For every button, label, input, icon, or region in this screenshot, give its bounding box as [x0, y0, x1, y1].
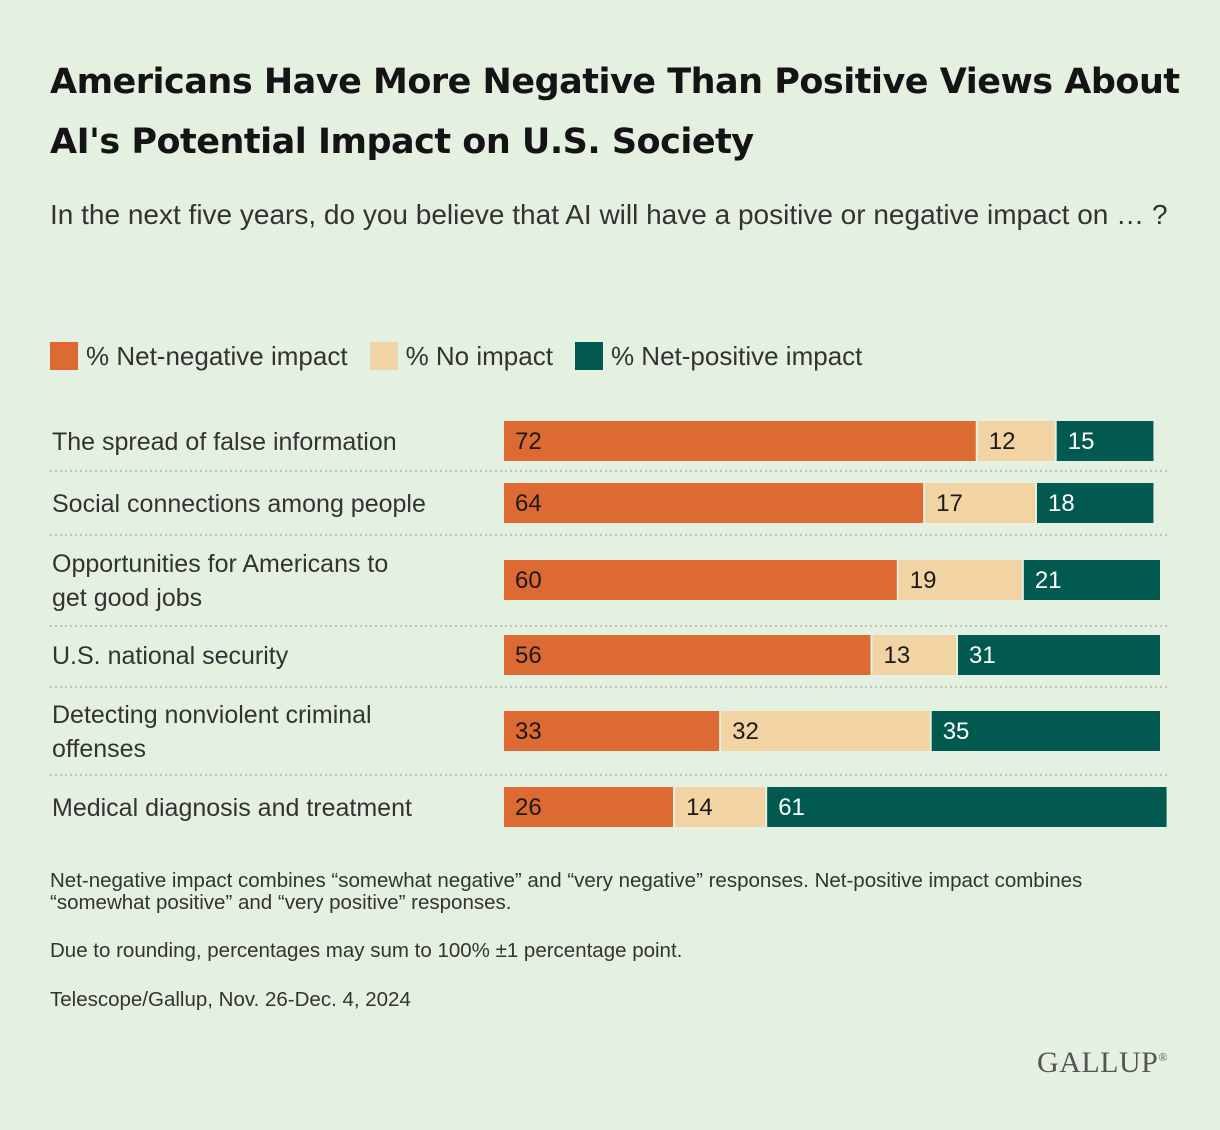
- category-label: Opportunities for Americans to get good j…: [52, 550, 388, 612]
- bar-value-label: 56: [515, 642, 542, 669]
- category-label: Medical diagnosis and treatment: [52, 794, 412, 822]
- bar-segment: [504, 560, 897, 600]
- bar-segment: [925, 483, 1035, 523]
- footnote-source: Telescope/Gallup, Nov. 26-Dec. 4, 2024: [50, 988, 411, 1011]
- bar-segment: [958, 635, 1160, 675]
- bar-segment: [898, 560, 1022, 600]
- category-label-line: get good jobs: [52, 584, 202, 612]
- bar-value-label: 14: [686, 794, 713, 821]
- bar-segment: [721, 711, 930, 751]
- bar-segment: [767, 787, 1167, 827]
- bar-segment: [1056, 421, 1154, 461]
- bar-value-label: 64: [515, 490, 542, 517]
- legend-item-net-negative: % Net-negative impact: [50, 341, 348, 372]
- bar-value-label: 18: [1048, 490, 1075, 517]
- legend-swatch-no-impact: [369, 342, 398, 370]
- category-label-line: Medical diagnosis and treatment: [52, 794, 412, 822]
- category-label: Detecting nonviolent criminal offenses: [52, 701, 372, 763]
- bar-value-label: 72: [515, 428, 542, 455]
- legend-item-no-impact: % No impact: [369, 340, 553, 372]
- brand-name: GALLUP: [1037, 1046, 1159, 1079]
- bar-segment: [504, 635, 871, 675]
- category-label: U.S. national security: [52, 642, 289, 670]
- bar-segment: [504, 711, 720, 751]
- bar-value-label: 26: [515, 794, 542, 821]
- bar-value-label: 13: [883, 642, 910, 669]
- footnote-rounding: Due to rounding, percentages may sum to …: [50, 939, 683, 962]
- footnote-definitions: Net-negative impact combines “somewhat n…: [50, 869, 1083, 914]
- legend-swatch-net-positive: [574, 342, 603, 370]
- bar-value-label: 33: [515, 718, 542, 745]
- gallup-logo: GALLUP®: [1037, 1046, 1168, 1080]
- bar-value-label: 32: [732, 718, 759, 745]
- bar-value-label: 17: [936, 490, 963, 517]
- brand-mark: ®: [1158, 1050, 1168, 1064]
- bar-value-label: 35: [943, 718, 970, 745]
- bar-value-label: 61: [778, 794, 805, 821]
- category-label: Social connections among people: [52, 490, 426, 518]
- legend: % Net-negative impact % No impact % Net-…: [50, 338, 884, 374]
- legend-swatch-net-negative: [50, 342, 78, 370]
- legend-label-net-positive: % Net-positive impact: [610, 340, 863, 371]
- legend-label-no-impact: % No impact: [405, 340, 553, 371]
- bar-value-label: 31: [969, 642, 996, 669]
- category-label-line: U.S. national security: [52, 642, 289, 670]
- category-label-line: Detecting nonviolent criminal: [52, 701, 372, 729]
- chart-title: Americans Have More Negative Than Positi…: [50, 62, 1180, 162]
- chart-subtitle: In the next five years, do you believe t…: [50, 199, 1168, 230]
- category-label-line: offenses: [52, 735, 146, 763]
- bar-segment: [1023, 560, 1160, 600]
- bar-segment: [931, 711, 1160, 751]
- category-label: The spread of false information: [52, 428, 397, 456]
- stacked-bar-chart: The spread of false information 72 12 15 Soc…: [50, 421, 1168, 827]
- bar-segment: [977, 421, 1055, 461]
- category-label-line: Social connections among people: [52, 490, 426, 518]
- bar-value-label: 60: [515, 567, 542, 594]
- bar-segment: [504, 421, 976, 461]
- bar-segment: [504, 787, 674, 827]
- bar-segment: [1036, 483, 1154, 523]
- category-label-line: Opportunities for Americans to: [52, 550, 388, 578]
- bar-segment: [504, 483, 924, 523]
- bar-value-label: 19: [910, 567, 937, 594]
- bar-value-label: 12: [989, 428, 1016, 455]
- legend-item-net-positive: % Net-positive impact: [574, 340, 863, 372]
- bar-value-label: 21: [1035, 567, 1062, 594]
- category-label-line: The spread of false information: [52, 428, 397, 456]
- bar-segment: [872, 635, 957, 675]
- bar-segment: [675, 787, 766, 827]
- bar-value-label: 15: [1068, 428, 1095, 455]
- legend-label-net-negative: % Net-negative impact: [86, 340, 348, 371]
